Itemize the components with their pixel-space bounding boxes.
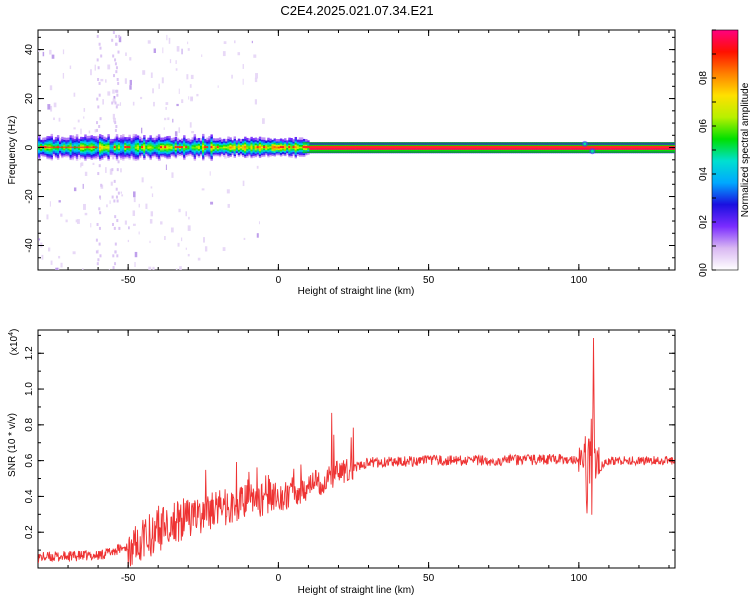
bottom-x-axis-label: Height of straight line (km) bbox=[298, 585, 415, 596]
colorbar-ticks: 0.0 0.2 0.4 0.6 0.8 bbox=[698, 29, 716, 277]
bottom-x-tick-label: 50 bbox=[423, 573, 435, 584]
top-y-tick-label: -40 bbox=[24, 238, 35, 253]
bottom-y-tick-label: 0.2 bbox=[24, 525, 35, 539]
top-x-ticks: -50 0 50 100 bbox=[37, 30, 670, 286]
top-y-ticks: -40 -20 0 20 40 bbox=[24, 36, 675, 271]
bottom-x-ticks: -50 0 50 100 bbox=[37, 330, 670, 584]
spectrogram-heatmap bbox=[38, 30, 675, 270]
top-y-tick-label: 0 bbox=[24, 144, 35, 150]
top-x-axis-label: Height of straight line (km) bbox=[298, 286, 415, 297]
bottom-x-tick-label: -50 bbox=[121, 573, 136, 584]
top-y-tick-label: -20 bbox=[24, 189, 35, 204]
top-y-tick-label: 40 bbox=[24, 44, 35, 56]
colorbar-tick-label: 0.8 bbox=[698, 71, 709, 85]
colorbar-tick-label: 0.2 bbox=[698, 215, 709, 229]
spectrogram-panel: -50 0 50 100 -40 -20 0 20 40 Height of straight… bbox=[7, 29, 676, 297]
top-x-tick-label: -50 bbox=[121, 275, 136, 286]
bottom-y-ticks: 0.2 0.4 0.6 0.8 1.0 1.2 bbox=[24, 334, 675, 551]
bottom-x-tick-label: 0 bbox=[276, 573, 282, 584]
bottom-y-tick-label: 0.4 bbox=[24, 489, 35, 503]
bottom-y-tick-label: 1.2 bbox=[24, 346, 35, 360]
chart-title: C2E4.2025.021.07.34.E21 bbox=[280, 3, 433, 18]
bottom-y-tick-label: 1.0 bbox=[24, 382, 35, 396]
snr-series-line bbox=[38, 337, 675, 567]
colorbar-tick-label: 0.6 bbox=[698, 119, 709, 133]
top-x-tick-label: 100 bbox=[571, 275, 588, 286]
colorbar-gradient bbox=[711, 29, 739, 271]
colorbar-label: Normalized spectral amplitude bbox=[740, 82, 750, 217]
bottom-y-axis-label: SNR (10 * v/v) bbox=[7, 413, 18, 477]
colorbar-tick-label: 0.0 bbox=[698, 263, 709, 277]
snr-line-layer bbox=[38, 337, 675, 567]
colorbar: 0.0 0.2 0.4 0.6 0.8 Normalized spectral ampl… bbox=[698, 29, 750, 277]
snr-panel: -50 0 50 100 0.2 0.4 0.6 0.8 1.0 1.2 Height of s… bbox=[7, 329, 676, 596]
top-y-axis-label: Frequency (Hz) bbox=[7, 116, 18, 185]
colorbar-tick-label: 0.4 bbox=[698, 167, 709, 181]
bottom-y-tick-label: 0.8 bbox=[24, 417, 35, 431]
bottom-x-tick-label: 100 bbox=[571, 573, 588, 584]
snr-scale-label: (x104) bbox=[8, 329, 20, 356]
top-x-tick-label: 0 bbox=[276, 275, 282, 286]
bottom-y-tick-label: 0.6 bbox=[24, 453, 35, 467]
top-y-tick-label: 20 bbox=[24, 93, 35, 105]
top-x-tick-label: 50 bbox=[423, 275, 435, 286]
